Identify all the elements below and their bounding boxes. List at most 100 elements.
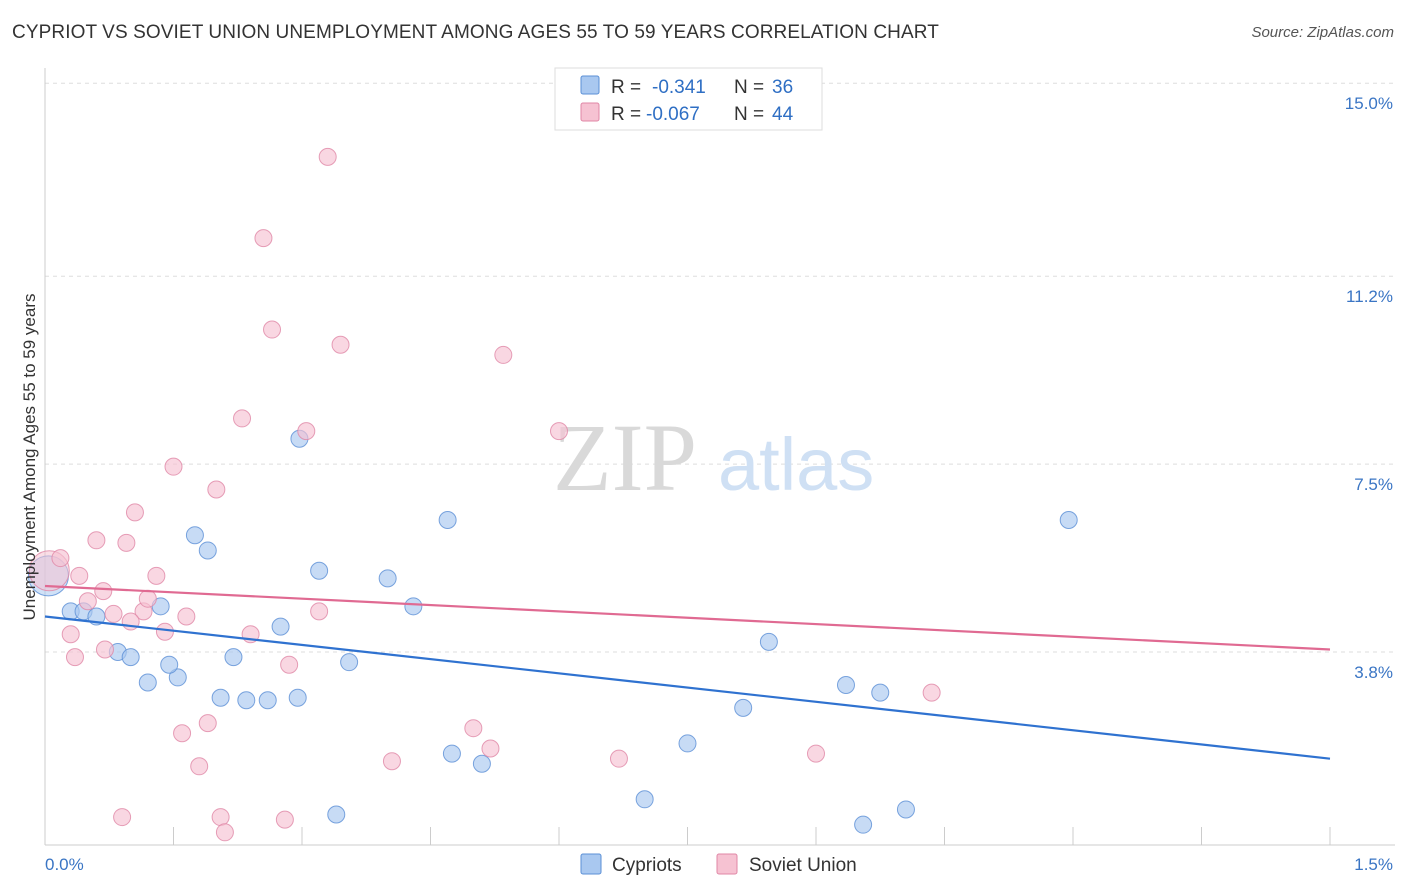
legend-r-label-1: R = <box>611 77 641 98</box>
point-soviet-union-13 <box>138 589 157 608</box>
point-cypriots-32 <box>871 683 890 702</box>
point-soviet-union-9 <box>113 808 132 827</box>
point-cypriots-25 <box>472 754 491 773</box>
point-soviet-union-21 <box>207 480 226 499</box>
point-soviet-union-5 <box>78 592 97 611</box>
y-tick-label-0: 3.8% <box>1354 663 1393 682</box>
point-soviet-union-7 <box>95 640 114 659</box>
legend-r-label-2: R = <box>611 104 641 125</box>
point-soviet-union-11 <box>125 503 144 522</box>
point-soviet-union-43 <box>94 582 113 601</box>
trend-lines <box>44 584 1331 760</box>
point-cypriots-6 <box>138 673 157 692</box>
point-soviet-union-24 <box>233 409 252 428</box>
y-tick-label-1: 7.5% <box>1354 475 1393 494</box>
point-soviet-union-6 <box>87 531 106 550</box>
bottom-legend-swatch-soviet-union <box>716 853 738 875</box>
point-cypriots-27 <box>678 734 697 753</box>
point-cypriots-20 <box>340 653 359 672</box>
point-cypriots-33 <box>896 800 915 819</box>
point-soviet-union-17 <box>173 724 192 743</box>
point-cypriots-16 <box>288 688 307 707</box>
watermark-zip: ZIP <box>553 404 697 511</box>
point-soviet-union-30 <box>297 422 316 441</box>
legend-n-value-2: 44 <box>772 104 794 125</box>
legend-swatch-soviet-union <box>580 102 600 122</box>
point-soviet-union-33 <box>331 335 350 354</box>
point-soviet-union-3 <box>65 648 84 667</box>
point-soviet-union-39 <box>609 749 628 768</box>
point-cypriots-22 <box>404 597 423 616</box>
legend-r-value-1: -0.341 <box>652 77 706 98</box>
point-cypriots-21 <box>378 569 397 588</box>
point-cypriots-29 <box>759 632 778 651</box>
point-soviet-union-26 <box>254 229 273 248</box>
axes <box>44 68 1395 846</box>
chart-source: Source: ZipAtlas.com <box>1251 24 1394 41</box>
point-soviet-union-32 <box>318 147 337 166</box>
point-soviet-union-27 <box>263 320 282 339</box>
x-tick-label-min: 0.0% <box>45 855 84 874</box>
point-soviet-union-15 <box>155 622 174 641</box>
point-soviet-union-41 <box>922 683 941 702</box>
point-soviet-union-10 <box>117 533 136 552</box>
bottom-legend-label-soviet-union: Soviet Union <box>749 855 857 876</box>
point-cypriots-19 <box>327 805 346 824</box>
y-tick-label-3: 15.0% <box>1345 94 1393 113</box>
watermark: ZIP atlas <box>553 404 874 511</box>
point-soviet-union-1 <box>51 549 70 568</box>
legend-n-label-1: N = <box>734 77 764 98</box>
point-cypriots-28 <box>734 698 753 717</box>
point-cypriots-18 <box>310 561 329 580</box>
point-soviet-union-36 <box>481 739 500 758</box>
point-soviet-union-35 <box>464 719 483 738</box>
point-soviet-union-37 <box>494 345 513 364</box>
bottom-legend: Cypriots Soviet Union <box>580 853 857 876</box>
point-cypriots-9 <box>185 526 204 545</box>
point-soviet-union-22 <box>211 808 230 827</box>
point-cypriots-30 <box>836 676 855 695</box>
bottom-legend-swatch-cypriots <box>580 853 602 875</box>
trend-line-cypriots <box>44 615 1331 760</box>
point-cypriots-13 <box>237 691 256 710</box>
point-soviet-union-29 <box>280 655 299 674</box>
point-cypriots-24 <box>442 744 461 763</box>
legend-n-value-1: 36 <box>772 77 793 98</box>
point-cypriots-10 <box>198 541 217 560</box>
y-axis-label: Unemployment Among Ages 55 to 59 years <box>20 294 39 621</box>
chart-title: CYPRIOT VS SOVIET UNION UNEMPLOYMENT AMO… <box>12 22 939 43</box>
point-cypriots-14 <box>258 691 277 710</box>
legend-r-value-2: -0.067 <box>646 104 700 125</box>
point-cypriots-11 <box>211 688 230 707</box>
point-soviet-union-18 <box>177 607 196 626</box>
bottom-legend-label-cypriots: Cypriots <box>612 855 682 876</box>
top-legend: R = -0.341 N = 36 R = -0.067 N = 44 <box>554 67 823 131</box>
point-soviet-union-8 <box>104 604 123 623</box>
point-soviet-union-4 <box>70 566 89 585</box>
point-soviet-union-38 <box>550 422 568 441</box>
point-soviet-union-16 <box>164 457 183 476</box>
watermark-atlas: atlas <box>718 423 874 506</box>
x-tick-label-max: 1.5% <box>1354 855 1393 874</box>
point-cypriots-23 <box>438 510 457 529</box>
legend-swatch-cypriots <box>580 75 600 95</box>
point-soviet-union-20 <box>198 714 217 733</box>
gridlines <box>45 82 1395 653</box>
point-cypriots-26 <box>635 790 654 809</box>
point-cypriots-12 <box>224 648 243 667</box>
y-tick-label-2: 11.2% <box>1346 287 1393 306</box>
point-soviet-union-23 <box>215 823 234 842</box>
point-soviet-union-2 <box>61 625 80 644</box>
point-cypriots-15 <box>271 617 290 636</box>
y-tick-labels: 3.8% 7.5% 11.2% 15.0% <box>1345 94 1393 682</box>
point-cypriots-34 <box>1059 510 1078 529</box>
point-soviet-union-14 <box>147 566 166 585</box>
point-soviet-union-31 <box>310 602 329 621</box>
point-soviet-union-34 <box>382 752 401 771</box>
point-soviet-union-19 <box>190 757 209 776</box>
point-cypriots-8 <box>168 668 187 687</box>
trend-line-soviet-union <box>44 584 1331 651</box>
legend-n-label-2: N = <box>734 104 764 125</box>
point-cypriots-31 <box>854 815 873 834</box>
